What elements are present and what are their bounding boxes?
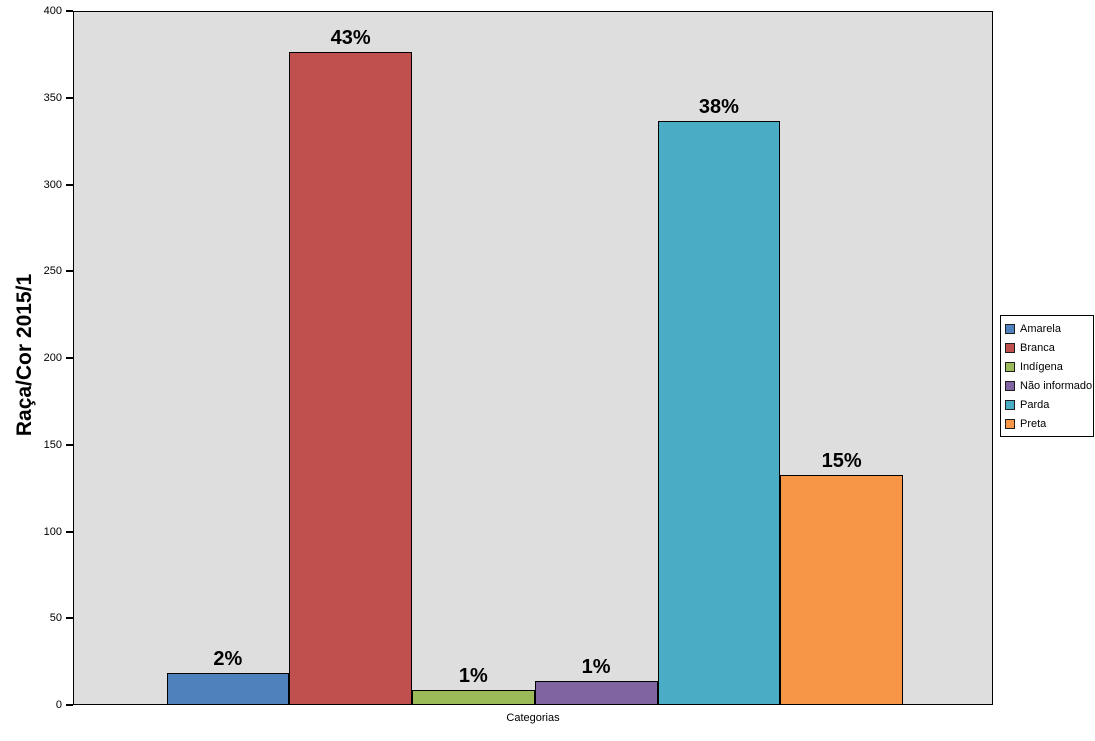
- y-tick-mark: [66, 357, 73, 359]
- bar-preta: [780, 474, 903, 704]
- y-tick-label: 300: [43, 178, 62, 191]
- x-axis-title: Categorias: [506, 712, 560, 724]
- bar-value-label: 2%: [213, 647, 243, 670]
- bar-não-informado: [534, 681, 658, 704]
- legend-label: Amarela: [1020, 322, 1061, 335]
- y-tick-mark: [66, 183, 73, 186]
- legend-label: Indígena: [1020, 360, 1063, 373]
- legend-swatch-icon: [1005, 342, 1015, 353]
- y-tick-label: 200: [43, 352, 62, 364]
- legend-swatch-icon: [1005, 399, 1015, 410]
- y-tick-label: 50: [49, 612, 62, 625]
- legend-item: Parda: [1005, 395, 1089, 414]
- legend-item: Não informado: [1005, 376, 1093, 395]
- bar-branca: [289, 51, 412, 704]
- legend-item: Indígena: [1005, 357, 1089, 376]
- y-tick-label: 350: [43, 91, 62, 104]
- legend-swatch-icon: [1005, 380, 1015, 391]
- bar-parda: [657, 121, 781, 704]
- legend-item: Amarela: [1005, 319, 1089, 338]
- bar-value-label: 38%: [698, 96, 739, 119]
- y-tick-mark: [66, 443, 73, 446]
- legend-label: Preta: [1020, 417, 1047, 430]
- y-tick-mark: [66, 10, 73, 12]
- y-tick-mark: [66, 270, 73, 273]
- y-tick-label: 100: [43, 525, 62, 538]
- plot-area: 2% 43% 1% 1% 38% 15%: [73, 11, 993, 705]
- legend-label: Não informado: [1020, 379, 1093, 392]
- bar-value-label: 1%: [581, 656, 611, 679]
- legend-label: Branca: [1020, 341, 1055, 354]
- bar-amarela: [166, 672, 290, 704]
- legend-label: Parda: [1020, 398, 1050, 411]
- legend-item: Branca: [1005, 338, 1089, 357]
- y-tick-mark: [66, 704, 73, 706]
- y-tick-label: 250: [43, 265, 62, 278]
- legend-swatch-icon: [1005, 361, 1015, 372]
- legend-swatch-icon: [1005, 418, 1015, 429]
- bar-value-label: 1%: [458, 665, 488, 688]
- bar-value-label: 43%: [330, 26, 371, 49]
- y-tick-label: 0: [55, 699, 62, 711]
- bar-indígena: [412, 690, 535, 704]
- legend-items: Amarela Branca Indígena Não informado Parda P…: [1005, 319, 1093, 433]
- y-tick-mark: [66, 617, 73, 620]
- y-tick-mark: [66, 96, 73, 99]
- legend-swatch-icon: [1005, 323, 1015, 334]
- y-tick-mark: [66, 530, 73, 533]
- y-tick-label: 400: [43, 5, 62, 17]
- legend-item: Preta: [1005, 414, 1089, 433]
- legend: Amarela Branca Indígena Não informado Parda P…: [1000, 315, 1094, 437]
- bar-value-label: 15%: [821, 449, 862, 472]
- y-tick-label: 150: [43, 438, 62, 451]
